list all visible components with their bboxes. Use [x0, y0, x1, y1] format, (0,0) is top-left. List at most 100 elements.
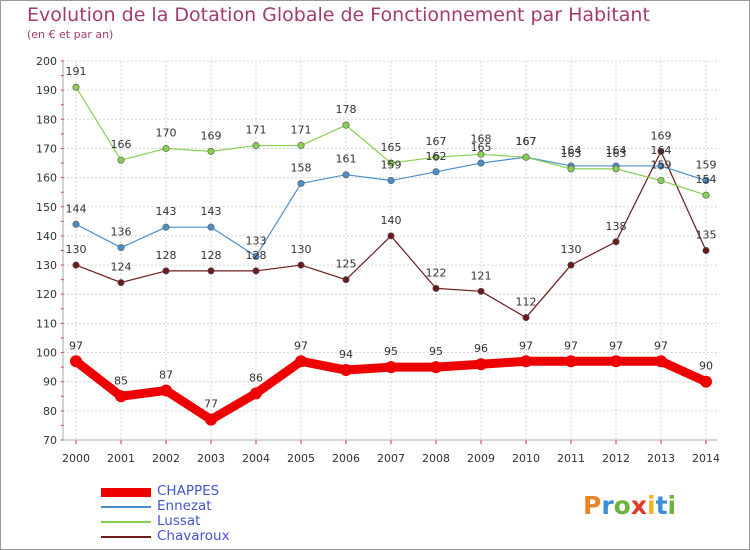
point-ennezat-2014 — [702, 177, 710, 185]
point-lussat-2000 — [72, 83, 80, 91]
data-label-lussat-2009: 168 — [471, 132, 492, 145]
data-label-chappes-2001: 85 — [114, 374, 128, 387]
point-chavaroux-2004 — [252, 267, 260, 275]
point-chavaroux-2001 — [117, 279, 125, 287]
data-label-ennezat-2000: 144 — [66, 202, 87, 215]
data-label-lussat-2000: 191 — [66, 65, 87, 78]
data-label-lussat-2007: 165 — [381, 141, 402, 154]
point-lussat-2005 — [297, 142, 305, 150]
data-label-lussat-2012: 163 — [606, 147, 627, 160]
y-tick-label-110: 110 — [36, 317, 57, 330]
data-label-chappes-2003: 77 — [204, 398, 218, 411]
point-chappes-2010 — [520, 355, 532, 368]
data-label-lussat-2005: 171 — [291, 124, 312, 137]
chart-subtitle: (en € et par an) — [27, 28, 114, 41]
point-chappes-2004 — [250, 387, 262, 400]
legend-label: CHAPPES — [157, 483, 220, 499]
data-label-chappes-2002: 87 — [159, 368, 173, 381]
point-lussat-2006 — [342, 121, 350, 129]
point-chavaroux-2006 — [342, 276, 350, 284]
data-label-ennezat-2014: 159 — [696, 159, 717, 172]
x-tick-label-2012: 2012 — [602, 452, 630, 465]
point-ennezat-2008 — [432, 168, 440, 176]
data-label-lussat-2006: 178 — [336, 103, 357, 116]
data-label-ennezat-2006: 161 — [336, 153, 357, 166]
logo-letter: t — [655, 491, 668, 520]
data-label-chappes-2009: 96 — [474, 342, 488, 355]
x-tick-label-2000: 2000 — [62, 452, 90, 465]
data-label-chappes-2011: 97 — [564, 339, 578, 352]
data-label-chavaroux-2012: 138 — [606, 220, 627, 233]
data-labels: 97 85 87 77 86 97 94 95 95 96 97 97 97 97 90 144 136 143 1… — [66, 65, 717, 410]
point-chavaroux-2002 — [162, 267, 170, 275]
data-label-chappes-2000: 97 — [69, 339, 83, 352]
proxiti-logo: Proxiti — [583, 491, 676, 520]
x-tick-label-2004: 2004 — [242, 452, 270, 465]
point-lussat-2001 — [117, 156, 125, 164]
point-chavaroux-2013 — [657, 147, 665, 155]
data-label-ennezat-2001: 136 — [111, 226, 132, 239]
data-label-chavaroux-2008: 122 — [426, 266, 447, 279]
point-lussat-2011 — [567, 165, 575, 173]
y-tick-label-190: 190 — [36, 84, 57, 97]
data-label-ennezat-2002: 143 — [156, 205, 177, 218]
point-lussat-2007 — [387, 159, 395, 167]
data-label-chavaroux-2003: 128 — [201, 249, 222, 262]
point-chappes-2013 — [655, 355, 667, 368]
data-label-chappes-2004: 86 — [249, 371, 263, 384]
data-label-ennezat-2003: 143 — [201, 205, 222, 218]
data-label-ennezat-2007: 159 — [381, 159, 402, 172]
data-label-lussat-2014: 154 — [696, 173, 717, 186]
point-chappes-2008 — [430, 361, 442, 374]
data-label-chavaroux-2002: 128 — [156, 249, 177, 262]
legend-swatch — [101, 521, 151, 523]
y-tick-label-150: 150 — [36, 201, 57, 214]
point-lussat-2010 — [522, 153, 530, 161]
y-tick-label-100: 100 — [36, 347, 57, 360]
data-label-chappes-2013: 97 — [654, 339, 668, 352]
data-label-chavaroux-2009: 121 — [471, 269, 492, 282]
data-label-ennezat-2012: 164 — [606, 144, 627, 157]
point-lussat-2009 — [477, 150, 485, 158]
point-chavaroux-2007 — [387, 232, 395, 240]
y-tick-label-70: 70 — [43, 434, 57, 447]
point-ennezat-2003 — [207, 223, 215, 231]
data-label-ennezat-2011: 164 — [561, 144, 582, 157]
x-tick-label-2010: 2010 — [512, 452, 540, 465]
point-chappes-2012 — [610, 355, 622, 368]
x-tick-label-2008: 2008 — [422, 452, 450, 465]
data-label-chavaroux-2005: 130 — [291, 243, 312, 256]
data-label-ennezat-2010: 167 — [516, 135, 537, 148]
point-chappes-2006 — [340, 364, 352, 377]
legend-swatch — [101, 506, 151, 508]
x-tick-label-2011: 2011 — [557, 452, 585, 465]
y-tick-label-80: 80 — [43, 405, 57, 418]
point-ennezat-2013 — [657, 162, 665, 170]
data-label-chavaroux-2001: 124 — [111, 261, 132, 274]
data-label-chappes-2007: 95 — [384, 345, 398, 358]
point-ennezat-2006 — [342, 171, 350, 179]
data-label-lussat-2010: 167 — [516, 135, 537, 148]
point-lussat-2012 — [612, 165, 620, 173]
chart-title: Evolution de la Dotation Globale de Fonc… — [27, 4, 650, 26]
data-label-chavaroux-2000: 130 — [66, 243, 87, 256]
data-label-chavaroux-2007: 140 — [381, 214, 402, 227]
point-chappes-2003 — [205, 413, 217, 426]
data-label-ennezat-2013: 164 — [651, 144, 672, 157]
data-label-ennezat-2009: 165 — [471, 141, 492, 154]
x-tick-label-2001: 2001 — [107, 452, 135, 465]
point-ennezat-2000 — [72, 220, 80, 228]
series-lines — [70, 83, 712, 426]
legend-label: Ennezat — [157, 498, 212, 514]
y-tick-label-120: 120 — [36, 288, 57, 301]
y-tick-label-160: 160 — [36, 172, 57, 185]
logo-letter: x — [630, 491, 647, 520]
data-label-chappes-2008: 95 — [429, 345, 443, 358]
x-tick-label-2007: 2007 — [377, 452, 405, 465]
point-ennezat-2004 — [252, 252, 260, 260]
data-label-lussat-2001: 166 — [111, 138, 132, 151]
point-chappes-2009 — [475, 358, 487, 371]
x-tick-label-2014: 2014 — [692, 452, 720, 465]
